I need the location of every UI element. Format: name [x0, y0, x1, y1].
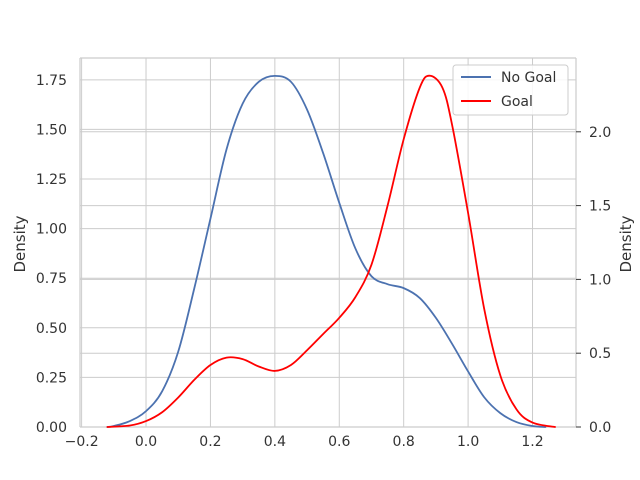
x-tick-label: 1.2 [521, 434, 543, 450]
x-tick-label: 1.0 [457, 434, 479, 450]
y-left-tick-label: 1.75 [36, 73, 67, 89]
legend-label-goal: Goal [501, 94, 533, 110]
y-right-tick-label: 0.0 [589, 420, 611, 436]
y-left-tick-label: 0.50 [36, 321, 67, 337]
x-tick-label: 0.4 [264, 434, 286, 450]
x-tick-label: −0.2 [65, 434, 99, 450]
y-right-tick-label: 1.5 [589, 199, 611, 215]
y-left-tick-label: 0.75 [36, 271, 67, 287]
y-left-tick-label: 1.50 [36, 122, 67, 138]
y-left-tick-label: 0.25 [36, 370, 67, 386]
legend-label-no-goal: No Goal [501, 70, 556, 86]
series-lines [106, 74, 556, 428]
x-tick-label: 0.8 [393, 434, 415, 450]
y-right-tick-label: 1.0 [589, 272, 611, 288]
series-line-goal [106, 74, 556, 428]
x-tick-label: 0.0 [135, 434, 157, 450]
y-axis-left-label: Density [11, 215, 29, 272]
legend: No Goal Goal [452, 64, 569, 116]
y-left-tick-label: 0.00 [36, 420, 67, 436]
axes [79, 57, 577, 428]
y-axis-right-label: Density [617, 215, 635, 272]
series-line-no-goal [106, 74, 547, 428]
y-left-tick-label: 1.25 [36, 172, 67, 188]
y-left-tick-label: 1.00 [36, 222, 67, 238]
y-right-tick-label: 0.5 [589, 346, 611, 362]
tick-labels: −0.2 0.0 0.2 0.4 0.6 0.8 1.0 1.2 0.00 0.25 0.50 0.7… [36, 73, 611, 450]
y-right-tick-label: 2.0 [589, 125, 611, 141]
x-tick-label: 0.6 [328, 434, 350, 450]
x-tick-label: 0.2 [199, 434, 221, 450]
